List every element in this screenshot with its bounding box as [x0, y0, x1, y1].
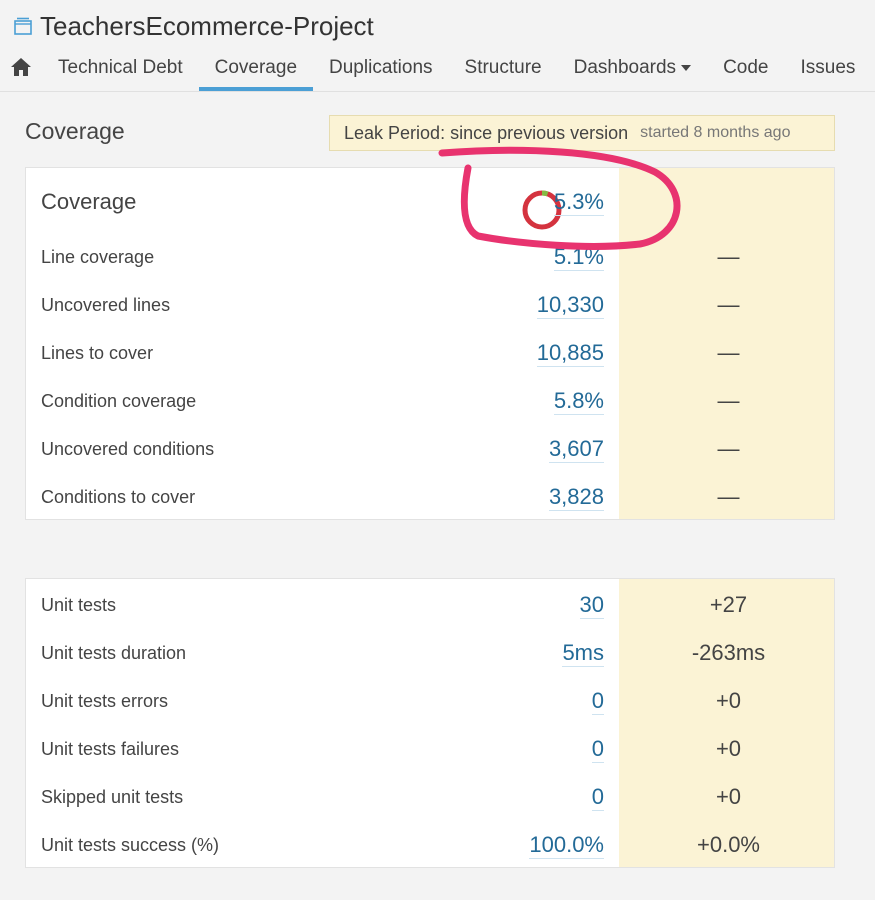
row-value-link[interactable]: 0 [591, 725, 604, 773]
coverage-row: Conditions to cover 3,828 — [26, 473, 836, 521]
home-icon [11, 58, 31, 76]
row-label: Unit tests success (%) [41, 835, 220, 855]
row-label: Conditions to cover [41, 487, 196, 507]
row-label: Unit tests failures [41, 739, 180, 759]
row-leak-value: — [717, 388, 740, 413]
row-value-link[interactable]: 3,607 [548, 425, 604, 473]
row-value-link[interactable]: 10,330 [536, 281, 604, 329]
row-leak-value: — [717, 244, 740, 269]
tests-row: Unit tests errors 0 +0 [26, 677, 836, 725]
page-title: Coverage [25, 118, 125, 144]
row-leak-value: — [717, 340, 740, 365]
tab-dashboards-label: Dashboards [573, 57, 677, 78]
row-value-link[interactable]: 5ms [562, 629, 604, 677]
project-title[interactable]: TeachersEcommerce-Project [12, 9, 374, 43]
row-leak-value: +0 [715, 736, 742, 761]
tests-panel: Unit tests 30 +27 Unit tests duration 5m… [25, 578, 835, 868]
tab-coverage[interactable]: Coverage [198, 50, 314, 91]
coverage-row: Uncovered conditions 3,607 — [26, 425, 836, 473]
row-value-link[interactable]: 5.1% [553, 233, 604, 281]
leak-period-started: started 8 months ago [640, 124, 791, 141]
coverage-row: Uncovered lines 10,330 — [26, 281, 836, 329]
coverage-row: Line coverage 5.1% — [26, 233, 836, 281]
project-icon [14, 17, 32, 35]
row-leak-value: +27 [709, 592, 748, 617]
row-leak-value: +0.0% [697, 832, 760, 857]
tests-row: Unit tests success (%) 100.0% +0.0% [26, 821, 836, 869]
row-value-link[interactable]: 30 [579, 581, 604, 629]
row-value-link[interactable]: 0 [591, 677, 604, 725]
row-leak-value: -263ms [691, 640, 766, 665]
leak-period-banner: Leak Period: since previous version star… [329, 115, 835, 151]
tests-row: Unit tests duration 5ms -263ms [26, 629, 836, 677]
row-value: 0 [591, 688, 604, 715]
row-value-link[interactable]: 0 [591, 773, 604, 821]
row-leak-value: — [717, 292, 740, 317]
row-value: 5ms [562, 640, 604, 667]
coverage-panel: Coverage 5.3% Line coverage 5.1% — Uncov… [25, 167, 835, 520]
tab-structure[interactable]: Structure [464, 57, 542, 78]
tab-code[interactable]: Code [723, 57, 769, 78]
project-nav: Technical Debt Coverage Duplications Str… [0, 50, 871, 91]
row-leak-value: +0 [715, 784, 742, 809]
row-label: Condition coverage [41, 391, 197, 411]
tab-technical-debt[interactable]: Technical Debt [58, 57, 183, 78]
row-label: Uncovered conditions [41, 439, 215, 459]
tests-row: Unit tests 30 +27 [26, 581, 836, 629]
row-value: 0 [591, 736, 604, 763]
row-value: 5.8% [553, 388, 604, 415]
row-label: Line coverage [41, 247, 155, 267]
tests-row: Skipped unit tests 0 +0 [26, 773, 836, 821]
row-leak-value: — [717, 484, 740, 509]
row-value: 5.1% [553, 244, 604, 271]
row-value-link[interactable]: 3,828 [548, 473, 604, 521]
row-value: 10,885 [536, 340, 604, 367]
row-value-link[interactable]: 5.8% [553, 377, 604, 425]
tab-dashboards[interactable]: Dashboards [558, 50, 707, 91]
row-value: 100.0% [529, 832, 604, 859]
caret-down-icon [681, 64, 692, 71]
row-value: 0 [591, 784, 604, 811]
coverage-heading: Coverage [41, 189, 137, 214]
coverage-value: 5.3% [553, 189, 604, 216]
leak-column [619, 579, 834, 867]
row-value: 10,330 [536, 292, 604, 319]
coverage-row: Condition coverage 5.8% — [26, 377, 836, 425]
row-label: Unit tests [41, 595, 117, 615]
row-label: Lines to cover [41, 343, 154, 363]
row-label: Skipped unit tests [41, 787, 184, 807]
coverage-row: Lines to cover 10,885 — [26, 329, 836, 377]
row-value: 3,828 [548, 484, 604, 511]
row-label: Uncovered lines [41, 295, 171, 315]
row-label: Unit tests duration [41, 643, 187, 663]
row-value: 3,607 [548, 436, 604, 463]
coverage-value-link[interactable]: 5.3% [553, 178, 604, 226]
leak-period-label: Leak Period: since previous version [344, 122, 629, 143]
row-value-link[interactable]: 100.0% [529, 821, 604, 869]
coverage-summary-row: Coverage 5.3% [26, 178, 836, 230]
row-value-link[interactable]: 10,885 [536, 329, 604, 377]
tab-issues[interactable]: Issues [800, 57, 856, 78]
tab-duplications[interactable]: Duplications [329, 57, 433, 78]
nav-home[interactable] [0, 50, 42, 91]
top-bar: TeachersEcommerce-Project Technical Debt… [0, 0, 875, 92]
tests-row: Unit tests failures 0 +0 [26, 725, 836, 773]
row-leak-value: — [717, 436, 740, 461]
row-leak-value: +0 [715, 688, 742, 713]
row-value: 30 [579, 592, 604, 619]
project-name: TeachersEcommerce-Project [40, 10, 374, 41]
row-label: Unit tests errors [41, 691, 169, 711]
